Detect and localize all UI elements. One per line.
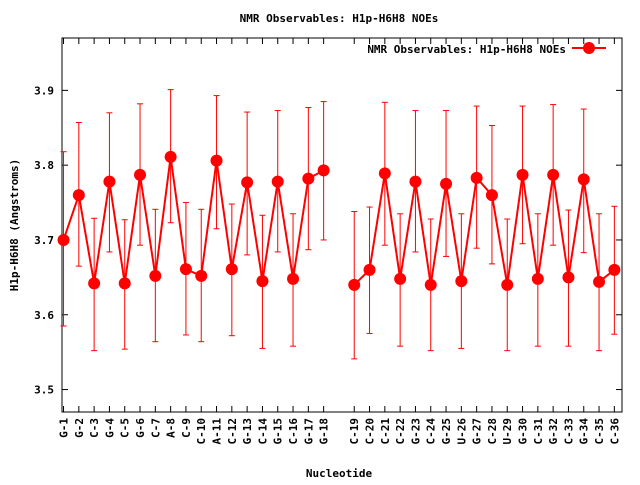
data-point [501,278,514,291]
x-tick-label: G-17 [302,418,315,445]
data-point [271,175,284,188]
data-point [179,263,192,276]
data-point [577,173,590,186]
x-tick-label: G-4 [103,418,116,438]
x-tick-label: C-22 [394,418,407,445]
data-point [608,263,621,276]
data-point [317,164,330,177]
y-tick-label: 3.7 [34,234,54,247]
y-tick-label: 3.9 [34,84,54,97]
x-tick-label: G-13 [241,418,254,445]
data-point [424,278,437,291]
x-tick-label: C-24 [425,418,438,445]
x-tick-label: C-7 [149,418,162,438]
data-point [118,277,131,290]
data-point [256,275,269,288]
x-tick-label: C-16 [287,418,300,445]
x-tick-label: U-26 [455,418,468,445]
data-point [103,175,116,188]
data-point [455,275,468,288]
legend-marker [583,42,595,54]
x-tick-label: G-2 [73,418,86,438]
data-point [470,171,483,184]
data-point [57,233,70,246]
x-tick-label: C-28 [486,418,499,445]
data-point [378,167,391,180]
x-tick-label: G-25 [440,418,453,445]
x-tick-label: C-19 [348,418,361,445]
data-point [409,175,422,188]
data-point [72,189,85,202]
x-tick-label: G-30 [517,418,530,445]
y-tick-label: 3.8 [34,159,54,172]
legend-label: NMR Observables: H1p-H6H8 NOEs [367,43,566,56]
x-tick-label: C-5 [119,418,132,438]
data-point [88,277,101,290]
x-axis: G-1 G-2 C-3 G-4 C-5 G-6 C-7 A-8 C-9 C-10 A-11 C-12 G… [58,38,621,445]
x-tick-label: C-14 [256,418,269,445]
y-tick-label: 3.6 [34,309,54,322]
data-point [531,272,544,285]
data-point [134,168,147,181]
data-point [302,172,315,185]
y-axis: 3.5 3.6 3.7 3.8 3.9 [34,84,622,397]
x-axis-label: Nucleotide [306,467,373,480]
data-point [593,275,606,288]
x-tick-label: C-9 [180,418,193,438]
x-tick-label: G-23 [409,418,422,445]
x-tick-label: C-12 [226,418,239,445]
x-tick-label: C-33 [562,418,575,445]
legend: NMR Observables: H1p-H6H8 NOEs [367,42,606,56]
x-tick-label: G-1 [58,418,71,438]
data-point [195,269,208,282]
x-tick-label: C-35 [593,418,606,445]
x-tick-label: C-31 [532,418,545,445]
data-point [149,269,162,282]
data-point [394,272,407,285]
x-tick-label: G-18 [318,418,331,445]
x-tick-label: U-29 [501,418,514,445]
series-line [353,173,615,286]
data-point [348,278,361,291]
y-axis-label: H1p-H6H8 (Angstroms) [8,159,21,291]
x-tick-label: C-20 [364,418,377,445]
x-tick-label: G-34 [578,418,591,445]
data-point [241,176,254,189]
x-tick-label: C-3 [88,418,101,438]
data-point [562,271,575,284]
data-point [164,150,177,163]
x-tick-label: G-6 [134,418,147,438]
x-tick-label: G-32 [547,418,560,445]
x-tick-label: G-27 [471,418,484,445]
x-tick-label: G-15 [272,418,285,445]
plot-frame [61,37,623,413]
data-point [225,263,238,276]
y-tick-label: 3.5 [34,384,54,397]
data-point [363,263,376,276]
data-point [485,189,498,202]
data-point [516,168,529,181]
data-point [210,154,223,167]
series [57,89,621,360]
series-line [62,156,325,284]
x-tick-label: C-10 [195,418,208,445]
data-point [287,272,300,285]
data-point [440,177,453,190]
x-tick-label: A-11 [211,418,224,445]
x-tick-label: C-36 [608,418,621,445]
chart-title: NMR Observables: H1p-H6H8 NOEs [240,12,439,25]
x-tick-label: A-8 [165,418,178,438]
x-tick-label: C-21 [379,418,392,445]
data-point [547,168,560,181]
